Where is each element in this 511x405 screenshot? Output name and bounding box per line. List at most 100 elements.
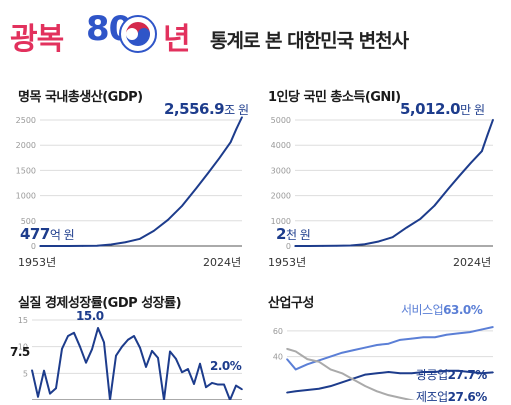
gni-title: 1인당 국민 총소득(GNI) — [268, 90, 401, 105]
data-point — [49, 392, 51, 395]
y-tick-label: 1000 — [271, 217, 291, 226]
data-point — [217, 383, 219, 386]
data-point — [364, 346, 367, 349]
data-point — [468, 371, 471, 373]
data-point — [67, 335, 69, 337]
data-point — [422, 336, 425, 339]
data-point — [322, 245, 324, 247]
third-value: 27.6% — [447, 390, 488, 404]
data-point — [218, 157, 221, 160]
gdp-x-end: 2024년 — [203, 256, 242, 269]
data-point — [364, 373, 367, 376]
data-point — [341, 351, 343, 354]
y-tick-label: 5000 — [271, 116, 291, 125]
data-point — [127, 338, 129, 341]
data-point — [193, 383, 195, 385]
industry-service-label: 서비스업63.0% — [401, 301, 483, 318]
data-point — [363, 243, 366, 246]
gni-end-label: 5,012.0만 원 — [400, 100, 485, 118]
data-point — [211, 382, 213, 384]
third-name: 제조업 — [416, 390, 448, 404]
data-point — [199, 362, 201, 365]
data-point — [167, 218, 169, 221]
data-point — [286, 348, 288, 350]
gdp-start-label: 477억 원 — [20, 225, 75, 243]
industry-third-label: 제조업27.6% — [416, 388, 487, 405]
gni-end-value: 5,012.0 — [400, 100, 461, 118]
y-tick-label: 1000 — [16, 192, 36, 201]
data-point — [294, 245, 296, 247]
data-point — [181, 204, 184, 207]
series-line-0 — [294, 119, 494, 247]
data-point — [377, 240, 380, 243]
gni-start-unit: 천 원 — [285, 228, 311, 242]
gdp-end-unit: 조 원 — [224, 103, 249, 117]
data-point — [121, 345, 123, 348]
gdp-end-label: 2,556.9조 원 — [164, 100, 249, 118]
y-tick-label: 15 — [18, 316, 28, 325]
data-point — [138, 238, 141, 240]
data-point — [306, 363, 309, 366]
y-tick-label: 2500 — [16, 116, 36, 125]
y-tick-label: 4000 — [271, 141, 291, 150]
data-point — [39, 245, 41, 247]
data-point — [81, 245, 84, 247]
data-point — [434, 371, 436, 373]
data-point — [376, 372, 378, 375]
y-tick-label: 2000 — [16, 141, 36, 150]
data-point — [399, 372, 401, 375]
data-point — [336, 244, 338, 247]
gdp-x-start: 1953년 — [18, 256, 57, 269]
data-point — [79, 345, 81, 348]
y-tick-label: 1500 — [16, 166, 36, 175]
data-point — [480, 372, 483, 375]
data-point — [376, 344, 378, 346]
data-point — [329, 355, 332, 358]
data-point — [387, 342, 390, 345]
data-point — [306, 358, 309, 360]
data-point — [124, 241, 127, 244]
data-point — [492, 118, 494, 121]
mining-name: 광공업 — [416, 368, 448, 382]
growth-peak-label: 15.0 — [76, 309, 104, 323]
gdp-start-value: 477 — [20, 225, 50, 243]
data-point — [391, 236, 394, 238]
data-point — [175, 358, 177, 360]
data-point — [469, 162, 472, 164]
data-point — [434, 336, 436, 339]
data-point — [37, 396, 39, 398]
data-point — [445, 333, 448, 336]
data-point — [433, 204, 436, 207]
data-point — [294, 390, 297, 393]
series-line-0 — [31, 327, 243, 400]
data-point — [492, 371, 494, 374]
data-point — [480, 328, 483, 331]
data-point — [387, 394, 390, 396]
data-point — [341, 372, 343, 375]
data-point — [53, 245, 56, 247]
data-point — [96, 244, 98, 247]
data-point — [308, 245, 310, 247]
data-point — [55, 387, 57, 390]
data-point — [235, 384, 237, 387]
data-point — [405, 226, 408, 229]
data-point — [187, 368, 189, 370]
data-point — [181, 371, 183, 374]
data-point — [97, 327, 99, 329]
data-point — [115, 354, 117, 357]
data-point — [318, 360, 320, 363]
data-point — [223, 383, 225, 386]
data-point — [318, 387, 320, 390]
data-point — [157, 357, 159, 359]
y-tick-label: 60 — [273, 327, 283, 336]
data-point — [153, 230, 155, 232]
data-point — [294, 368, 297, 371]
data-point — [286, 358, 288, 360]
data-point — [110, 243, 112, 246]
growth-chart: 15 10 5 — [18, 316, 243, 400]
data-point — [43, 369, 45, 372]
gni-x-end: 2024년 — [453, 256, 492, 269]
y-tick-label: 2000 — [271, 192, 291, 201]
gni-end-unit: 만 원 — [460, 103, 485, 117]
